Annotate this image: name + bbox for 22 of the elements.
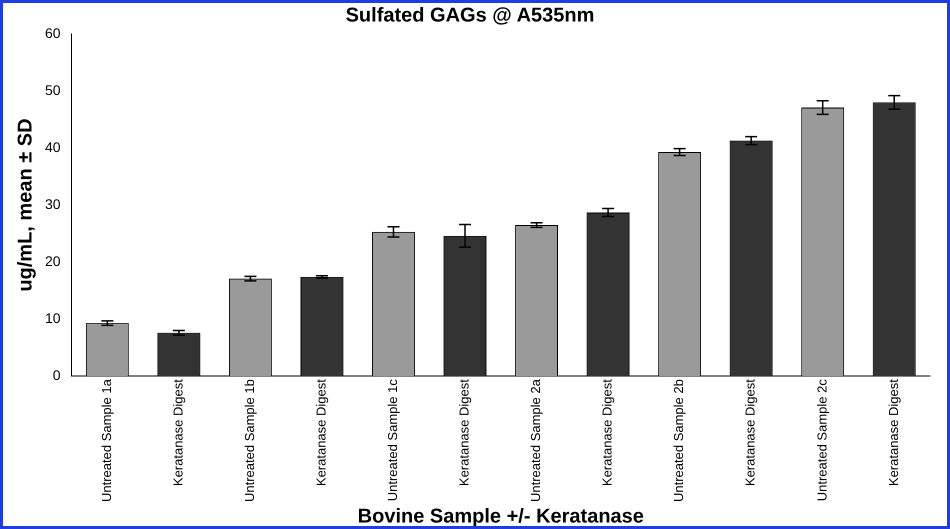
chart-title: Sulfated GAGs @ A535nm bbox=[346, 4, 594, 27]
x-axis-title: Bovine Sample +/- Keratanase bbox=[358, 506, 644, 528]
x-tick-label: Untreated Sample 2c bbox=[814, 378, 830, 502]
x-tick-label: Keratanase Digest bbox=[314, 378, 329, 486]
y-tick-label: 10 bbox=[44, 310, 61, 326]
y-tick-label: 0 bbox=[52, 367, 61, 384]
y-axis-title: ug/mL, mean ± SD bbox=[14, 118, 37, 292]
y-tick-label: 50 bbox=[44, 82, 61, 98]
y-tick-label: 30 bbox=[44, 196, 61, 212]
y-tick-label: 60 bbox=[44, 24, 61, 41]
x-tick-label: Keratanase Digest bbox=[456, 378, 472, 486]
x-tick-label: Keratanase Digest bbox=[742, 378, 758, 486]
x-tick-label: Keratanase Digest bbox=[886, 378, 901, 486]
y-tick-label: 20 bbox=[44, 252, 61, 269]
x-tick-label: Keratanase Digest bbox=[170, 378, 186, 486]
x-tick-label: Untreated Sample 1b bbox=[242, 379, 257, 502]
x-tick-label: Untreated Sample 1a bbox=[98, 378, 114, 502]
x-tick-label: Untreated Sample 1c bbox=[385, 378, 400, 502]
x-tick-label: Keratanase Digest bbox=[600, 378, 615, 486]
x-tick-label: Untreated Sample 2a bbox=[528, 378, 544, 502]
x-tick-label: Untreated Sample 2b bbox=[671, 379, 686, 502]
y-tick-label: 40 bbox=[44, 138, 61, 155]
